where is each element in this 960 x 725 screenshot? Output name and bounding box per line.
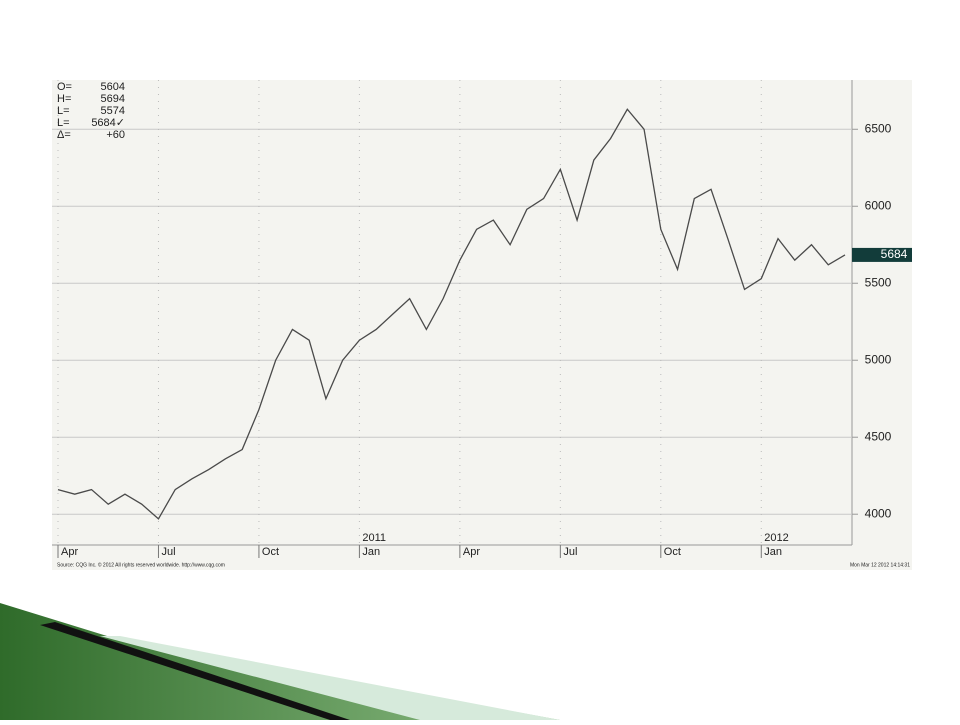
y-tick-label: 6000: [865, 198, 892, 212]
x-tick-label: Apr: [463, 546, 480, 558]
x-tick-label: Oct: [262, 546, 279, 558]
plot: 4000 4500 5000 5500 6000 6500 Apr Jul Oct Jan 2011…: [52, 80, 912, 558]
readout-label: H=: [57, 93, 71, 105]
slide-decoration: [40, 622, 350, 720]
readout-label: Δ=: [57, 129, 71, 141]
y-tick-label: 5500: [865, 275, 892, 289]
x-tick-label: Jul: [161, 546, 175, 558]
readout-label: L=: [57, 105, 70, 117]
x-tick-label: Oct: [664, 546, 681, 558]
price-line: [57, 108, 846, 520]
last-price-tag: [852, 247, 912, 262]
readout-value: 5684✓: [91, 117, 125, 129]
year-label: 2012: [764, 532, 788, 544]
readout-label: L=: [57, 117, 70, 129]
readout-value: 5574: [101, 105, 125, 117]
x-tick-label: Apr: [61, 546, 78, 558]
source: Source: CQG Inc. © 2012 All rights reser…: [57, 561, 225, 568]
y-tick-label: 4500: [865, 429, 892, 443]
y-tick-label: 4000: [865, 506, 892, 520]
slide-decoration: [0, 603, 560, 720]
slide-decoration: [100, 636, 560, 720]
readout-value: +60: [106, 129, 125, 141]
x-tick-label: Jul: [563, 546, 577, 558]
readout-value: 5604: [101, 81, 125, 93]
x-tick-label: Jan: [362, 546, 380, 558]
year-label: 2011: [362, 532, 386, 544]
y-tick-label: 6500: [865, 121, 892, 135]
readout-label: O=: [57, 81, 72, 93]
chart-frame: [52, 80, 912, 570]
readout-value: 5694: [101, 93, 125, 105]
x-tick-label: Jan: [764, 546, 782, 558]
y-tick-label: 5000: [865, 352, 892, 366]
last-price-label: 5684: [881, 247, 908, 261]
timestamp: Mon Mar 12 2012 14:14:31: [850, 562, 910, 568]
